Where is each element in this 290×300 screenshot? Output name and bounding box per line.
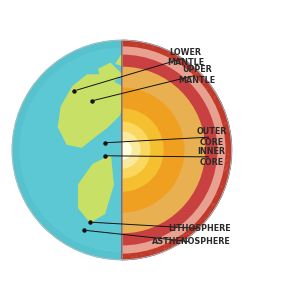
Polygon shape [58,75,125,147]
Text: INNER
CORE: INNER CORE [197,147,225,167]
Wedge shape [12,40,122,260]
Polygon shape [116,55,130,66]
Wedge shape [122,131,141,169]
Polygon shape [116,55,130,66]
Wedge shape [122,46,226,253]
Wedge shape [122,67,205,233]
Wedge shape [12,40,122,260]
Text: OUTER
CORE: OUTER CORE [196,127,226,147]
Wedge shape [21,49,223,251]
Wedge shape [122,55,217,245]
Text: ASTHENOSPHERE: ASTHENOSPHERE [152,237,231,246]
Polygon shape [99,63,122,81]
Text: LOWER
MANTLE: LOWER MANTLE [167,48,204,67]
Wedge shape [122,122,151,178]
Circle shape [12,40,232,260]
Wedge shape [122,140,132,160]
Text: LITHOSPHERE: LITHOSPHERE [168,224,231,233]
Polygon shape [79,156,113,222]
Wedge shape [30,58,214,242]
Polygon shape [99,63,122,81]
Text: UPPER
MANTLE: UPPER MANTLE [178,65,215,85]
Wedge shape [122,88,184,212]
Polygon shape [58,75,125,147]
Wedge shape [122,108,164,192]
Polygon shape [79,156,113,222]
Wedge shape [122,40,232,260]
